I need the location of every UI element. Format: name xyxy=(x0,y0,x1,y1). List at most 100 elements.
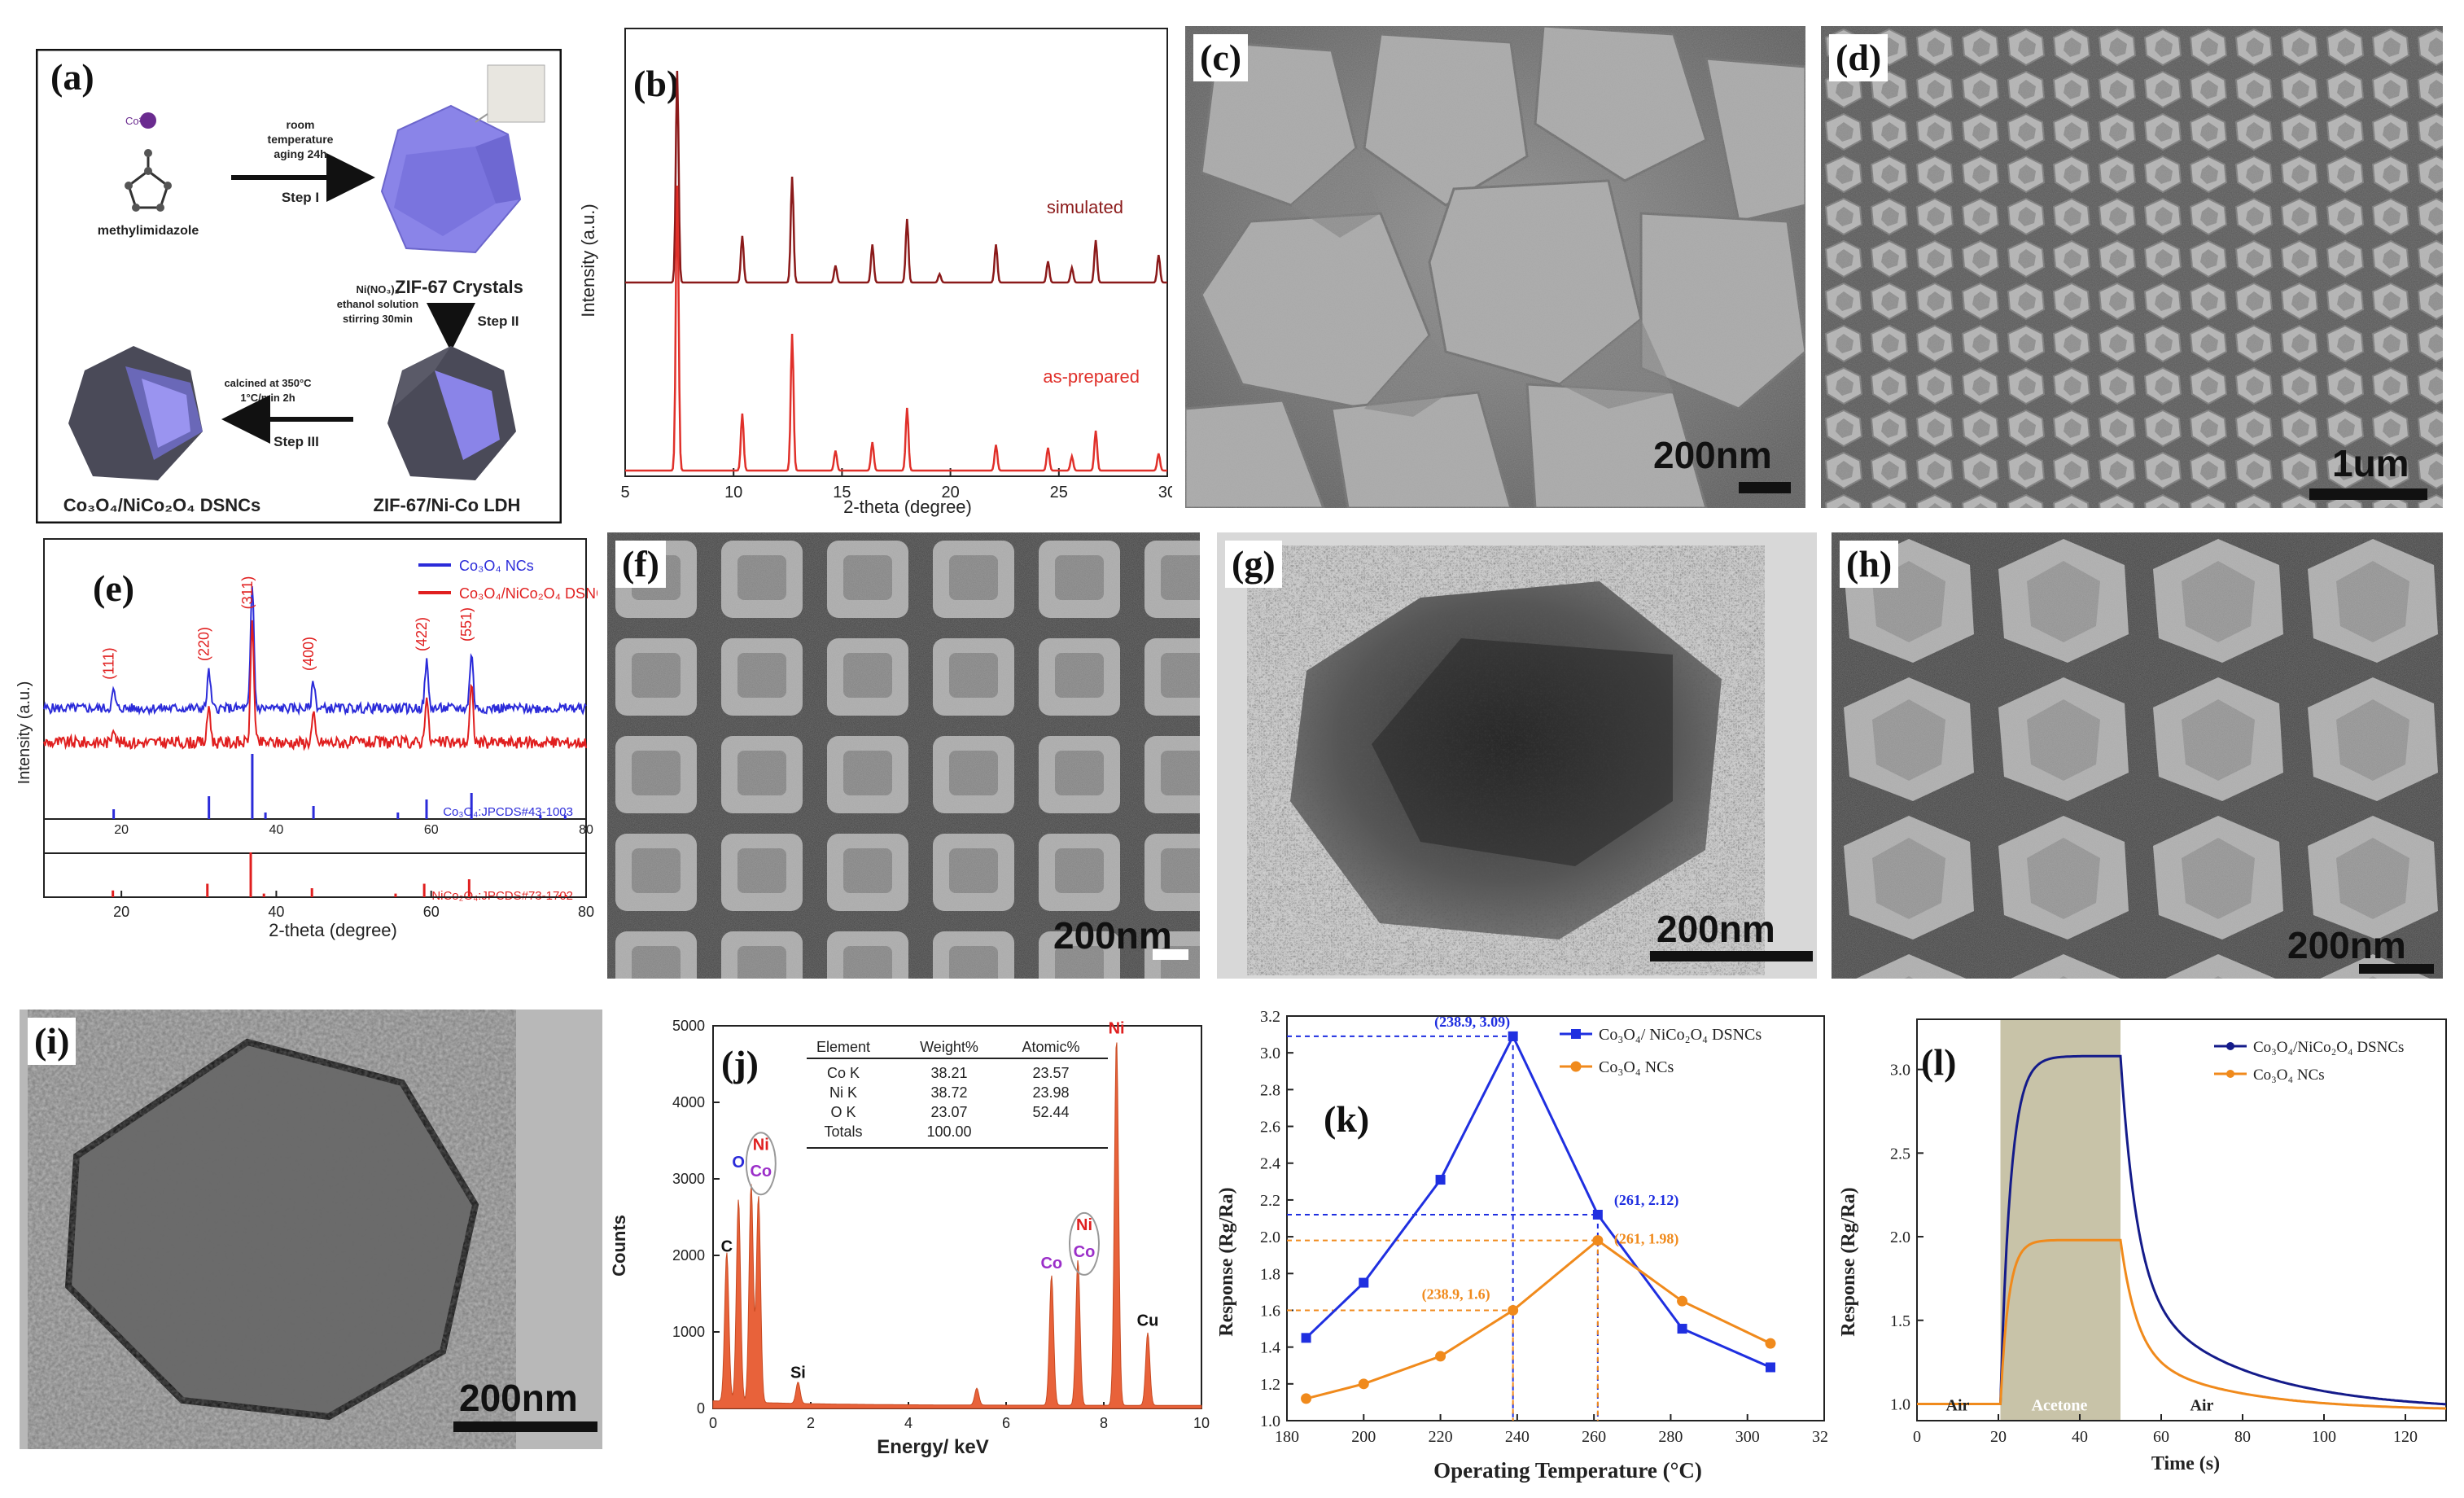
chart-k-xtick-label: 220 xyxy=(1429,1428,1453,1446)
svg-text:ethanol solution: ethanol solution xyxy=(337,298,418,310)
eds-peak-label: O xyxy=(732,1154,745,1172)
series-label-simulated: simulated xyxy=(1047,197,1123,217)
chart-b-svg: (b) Intensity (a.u.) 2-theta (degree) si… xyxy=(578,28,1172,517)
chart-l-xlabel: Time (s) xyxy=(2151,1453,2220,1474)
panel-h-sem-image: (h) 200nm xyxy=(1832,532,2443,979)
eds-peak-label: Cu xyxy=(1137,1312,1159,1329)
legend-k-label: Co₃O₄/ NiCo₂O₄ DSNCs xyxy=(1599,1026,1762,1044)
chart-l-ylabel: Response (Rg/Ra) xyxy=(1838,1187,1859,1336)
legend-l-marker xyxy=(2226,1070,2234,1078)
zif67-ldh-icon xyxy=(387,346,516,480)
eds-table-header: Weight% xyxy=(920,1039,978,1055)
ref2-label: NiCo₂O₄:JPCDS#73-1702 xyxy=(431,889,573,903)
chart-l-xtick-label: 20 xyxy=(1990,1428,2007,1446)
legend-k-marker xyxy=(1571,1029,1581,1039)
scale-bar-g-label: 200nm xyxy=(1657,908,1775,950)
chart-e-svg: (e) Intensity (a.u.) 2-theta (degree) Co… xyxy=(15,538,597,940)
eds-table-cell: 100.00 xyxy=(926,1124,971,1140)
panel-a-synthesis-scheme: (a) Co²⁺ methylimidazole room temperatur… xyxy=(36,49,562,523)
svg-text:ZIF-67 Crystals: ZIF-67 Crystals xyxy=(395,277,523,297)
series-line-1 xyxy=(1306,1238,1771,1400)
chart-e-mid-tick-label: 20 xyxy=(114,823,129,837)
series-point xyxy=(1435,1351,1446,1362)
chart-k-ytick-label: 2.0 xyxy=(1260,1229,1280,1246)
eds-table-cell: Totals xyxy=(824,1124,862,1140)
eds-table-cell: 23.07 xyxy=(930,1104,967,1120)
chart-k-ylabel: Response (Rg/Ra) xyxy=(1216,1187,1237,1336)
panel-g-tem-image: (g) 200nm xyxy=(1217,532,1817,979)
panel-f-sem-image: (f) 200nm xyxy=(607,532,1200,979)
eds-peak-label: Si xyxy=(790,1364,806,1382)
chart-j-xtick-label: 6 xyxy=(1002,1415,1010,1431)
series-point xyxy=(1677,1295,1688,1307)
chart-k-ytick-label: 3.0 xyxy=(1260,1045,1280,1062)
chart-j-ytick-label: 1000 xyxy=(672,1324,705,1340)
chart-e-xtick-label: 60 xyxy=(423,904,440,920)
chart-e-mid-tick-label: 80 xyxy=(579,823,593,837)
chart-k-ytick-label: 2.4 xyxy=(1260,1155,1280,1173)
eds-spectrum xyxy=(712,1042,1202,1409)
series-point xyxy=(1766,1362,1775,1373)
peak-label: (111) xyxy=(101,647,117,679)
chart-k-xtick-label: 280 xyxy=(1658,1428,1683,1446)
chart-k-annotation: (238.9, 1.6) xyxy=(1422,1286,1490,1303)
chart-e-xlabel: 2-theta (degree) xyxy=(269,920,397,940)
legend-l-label: Co₃O₄ NCs xyxy=(2253,1067,2325,1084)
series-line-co3o4 xyxy=(43,585,587,716)
peak-label: (220) xyxy=(196,627,212,661)
chart-l-frame xyxy=(1916,1018,2447,1421)
eds-peak-label: Co xyxy=(750,1163,772,1180)
chart-j-xtick-label: 4 xyxy=(904,1415,913,1431)
eds-table-header: Atomic% xyxy=(1022,1039,1079,1055)
chart-b-xlabel: 2-theta (degree) xyxy=(843,497,972,517)
chart-j-ytick-label: 5000 xyxy=(672,1018,705,1034)
svg-text:stirring 30min: stirring 30min xyxy=(343,313,413,325)
eds-circle-ni-co xyxy=(745,1132,777,1196)
scale-bar-d-label: 1um xyxy=(2332,442,2409,484)
chart-k-xtick-label: 300 xyxy=(1735,1428,1760,1446)
sem-d-texture xyxy=(1821,26,2443,508)
svg-text:Step III: Step III xyxy=(274,434,319,449)
chart-k-ytick-label: 3.2 xyxy=(1260,1010,1280,1026)
chart-k-ytick-label: 1.2 xyxy=(1260,1376,1280,1394)
chart-k-xtick-label: 320 xyxy=(1812,1428,1828,1446)
chart-b-xtick-label: 10 xyxy=(724,484,742,502)
chart-l-xtick-label: 60 xyxy=(2153,1428,2169,1446)
chart-j-xtick-label: 0 xyxy=(709,1415,717,1431)
chart-e-mid-tick-label: 40 xyxy=(269,823,284,837)
panel-c-sem-image: (c) 200nm xyxy=(1185,26,1805,508)
legend-k-label: Co₃O₄ NCs xyxy=(1599,1058,1674,1076)
svg-text:calcined at 350°C: calcined at 350°C xyxy=(224,377,312,389)
label-a: (a) xyxy=(50,56,94,98)
zif67-crystal-icon xyxy=(380,64,545,254)
scale-bar-d xyxy=(2309,488,2427,500)
sem-c-texture xyxy=(1185,26,1805,508)
series-point xyxy=(1301,1333,1311,1343)
panel-l-response-chart: Response (Rg/Ra) Time (s) 0 20 40 60 80 100 12… xyxy=(1832,1010,2458,1490)
chart-b-xtick-label: 30 xyxy=(1158,484,1172,502)
air-left-label: Air xyxy=(1946,1397,1970,1415)
chart-k-ytick-label: 2.6 xyxy=(1260,1119,1280,1137)
eds-peak-label: Co xyxy=(1074,1243,1096,1261)
svg-text:Ni(NO₃)₂: Ni(NO₃)₂ xyxy=(357,283,400,296)
chart-k-ytick-label: 1.4 xyxy=(1260,1339,1280,1357)
chart-b-ylabel: Intensity (a.u.) xyxy=(578,204,598,317)
chart-e-xtick-label: 40 xyxy=(268,904,284,920)
series-line-1 xyxy=(1917,1238,2447,1410)
eds-table-cell: 23.98 xyxy=(1032,1084,1069,1101)
eds-peak-label: Ni xyxy=(753,1136,769,1154)
chart-l-ytick-label: 1.0 xyxy=(1890,1395,1910,1413)
scale-bar-i xyxy=(453,1421,597,1432)
series-point xyxy=(1301,1393,1312,1404)
series-label-as-prepared: as-prepared xyxy=(1043,366,1140,387)
label-k: (k) xyxy=(1324,1098,1369,1140)
series-point xyxy=(1359,1277,1369,1288)
acetone-region xyxy=(2000,1019,2120,1421)
series-point xyxy=(1592,1209,1603,1220)
chart-j-frame xyxy=(712,1025,1202,1409)
chart-k-svg: (k) Response (Rg/Ra) Operating Temperatu… xyxy=(1216,1010,1828,1483)
svg-text:ZIF-67/Ni-Co LDH: ZIF-67/Ni-Co LDH xyxy=(374,495,521,515)
chart-k-ytick-label: 1.6 xyxy=(1260,1302,1280,1320)
panel-d-sem-image: (d) 1um xyxy=(1821,26,2443,508)
series-point xyxy=(1435,1175,1446,1185)
